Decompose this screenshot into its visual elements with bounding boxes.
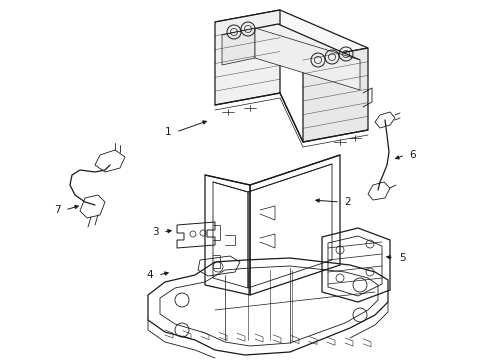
Text: 2: 2 xyxy=(344,197,350,207)
Polygon shape xyxy=(215,10,367,60)
Polygon shape xyxy=(215,10,280,105)
Text: 1: 1 xyxy=(164,127,171,137)
Polygon shape xyxy=(254,28,359,90)
Polygon shape xyxy=(303,48,367,142)
Text: 7: 7 xyxy=(54,205,60,215)
Polygon shape xyxy=(222,24,359,71)
Text: 3: 3 xyxy=(151,227,158,237)
Polygon shape xyxy=(222,28,254,65)
Text: 4: 4 xyxy=(146,270,153,280)
Text: 5: 5 xyxy=(398,253,405,263)
Text: 6: 6 xyxy=(409,150,415,160)
